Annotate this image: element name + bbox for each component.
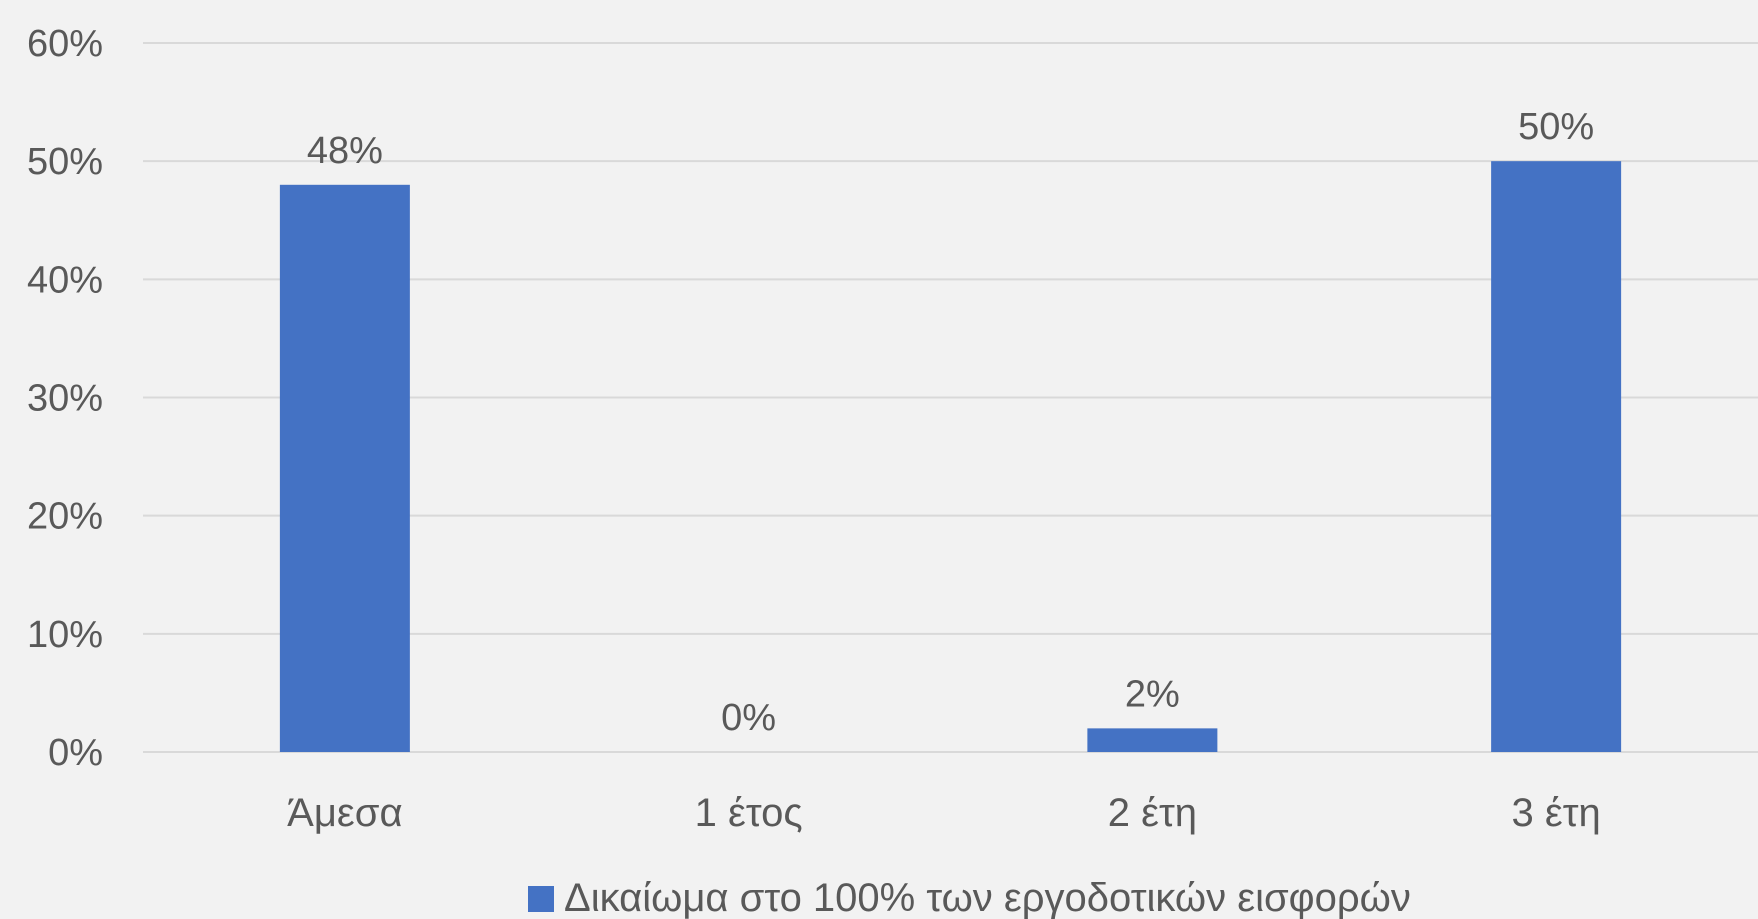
legend-label: Δικαίωμα στο 100% των εργοδοτικών εισφορ… (564, 876, 1411, 919)
legend-swatch (528, 886, 554, 912)
x-category-label: 3 έτη (1512, 791, 1601, 835)
data-label: 48% (307, 130, 383, 172)
data-label: 2% (1125, 673, 1180, 715)
x-category-label: Άμεσα (287, 791, 402, 835)
bar (1087, 728, 1218, 752)
y-axis-ticks: 0% 10% 20% 30% 40% 50% 60% (27, 23, 103, 774)
y-tick-label: 40% (27, 259, 103, 301)
x-category-label: 2 έτη (1108, 791, 1197, 835)
y-tick-label: 50% (27, 141, 103, 183)
bars (279, 161, 1622, 753)
y-tick-label: 0% (48, 732, 103, 774)
bar (1491, 161, 1622, 752)
x-category-label: 1 έτος (695, 791, 803, 835)
legend: Δικαίωμα στο 100% των εργοδοτικών εισφορ… (528, 876, 1411, 919)
x-axis-categories: Άμεσα 1 έτος 2 έτη 3 έτη (287, 791, 1601, 835)
y-tick-label: 30% (27, 378, 103, 420)
data-label: 50% (1518, 106, 1594, 148)
data-label: 0% (721, 697, 776, 739)
y-tick-label: 60% (27, 23, 103, 65)
bar (279, 184, 410, 753)
y-tick-label: 20% (27, 496, 103, 538)
y-tick-label: 10% (27, 614, 103, 656)
gridlines (143, 42, 1758, 753)
data-labels: 48% 0% 2% 50% (307, 106, 1594, 739)
